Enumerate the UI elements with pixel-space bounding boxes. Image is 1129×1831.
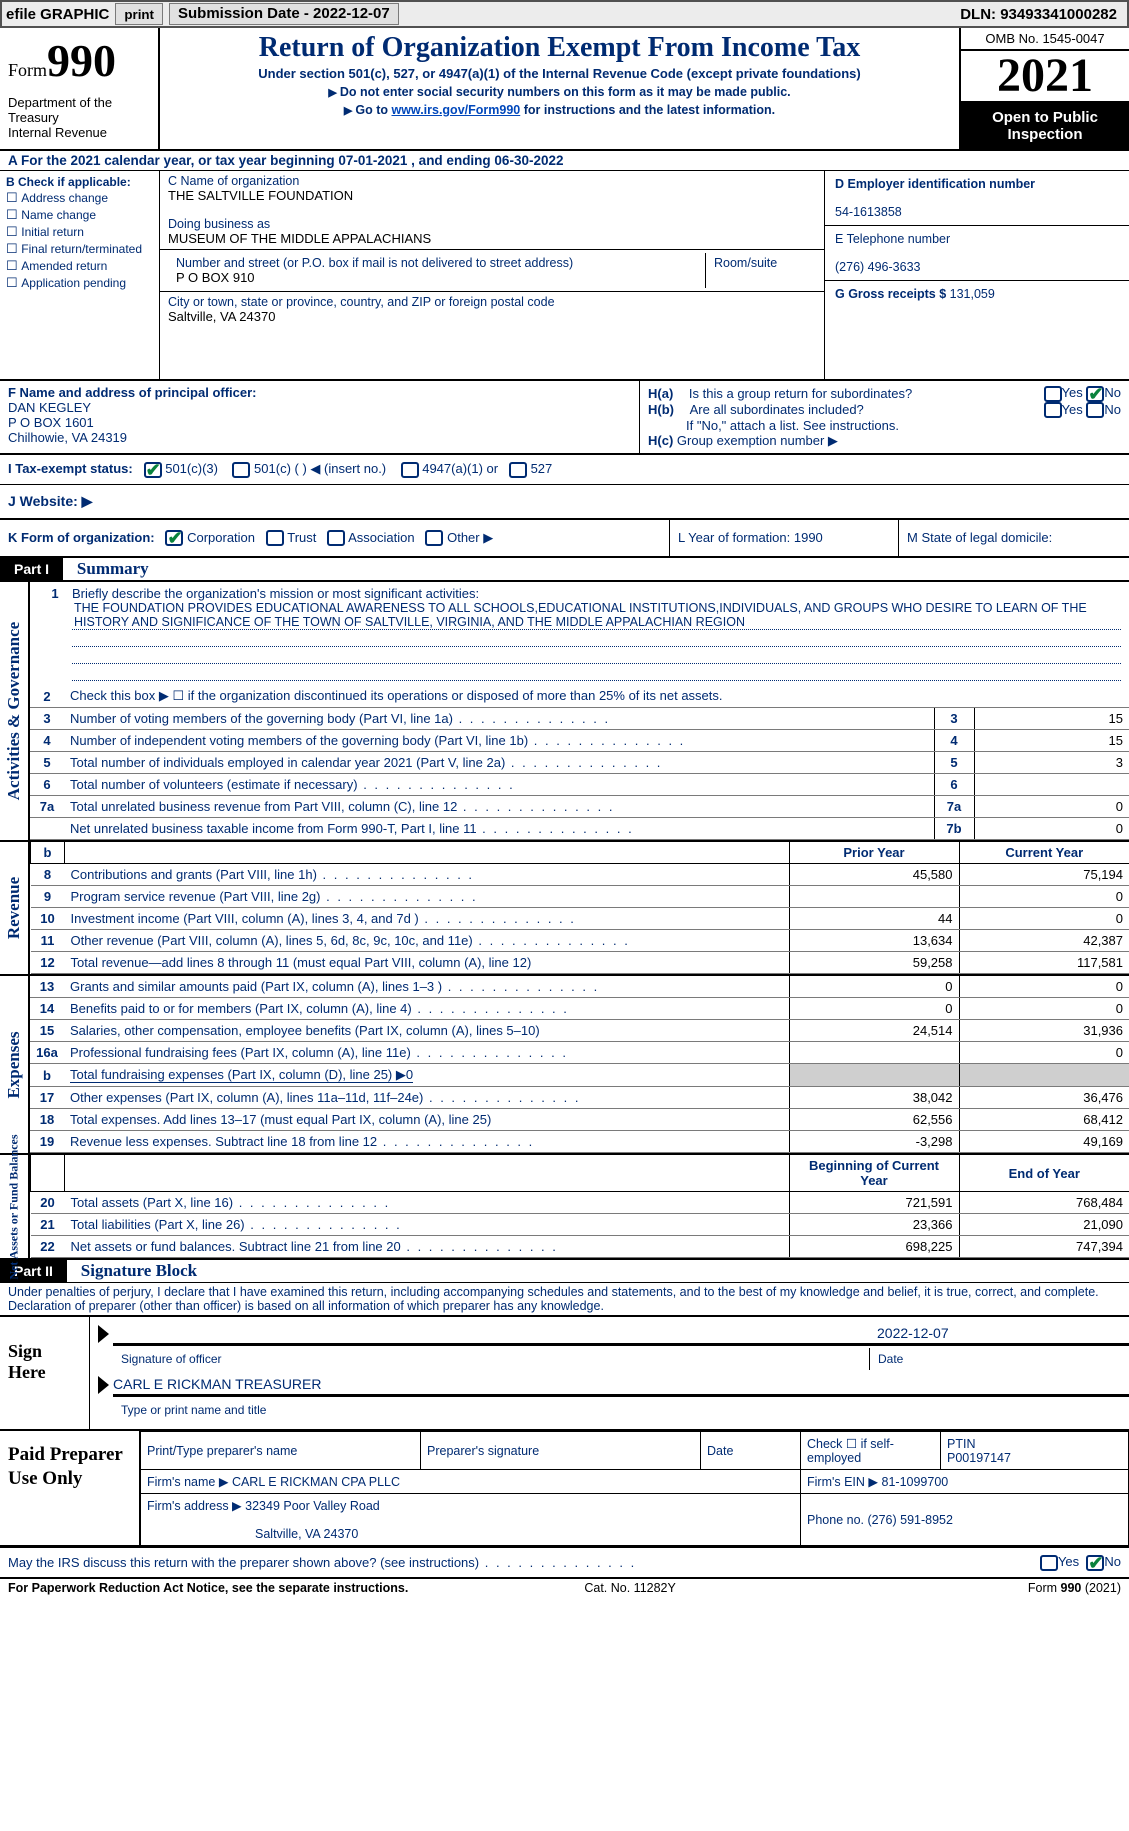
form-subtitle: Under section 501(c), 527, or 4947(a)(1)… bbox=[170, 66, 949, 81]
dln: DLN: 93493341000282 bbox=[960, 6, 1123, 23]
may-no[interactable] bbox=[1086, 1555, 1104, 1571]
section-fh: F Name and address of principal officer:… bbox=[0, 381, 1129, 455]
cb-address-change[interactable]: Address change bbox=[6, 190, 153, 206]
hb-yes[interactable] bbox=[1044, 402, 1062, 418]
ssn-note: Do not enter social security numbers on … bbox=[170, 85, 949, 99]
part2-header: Part II Signature Block bbox=[0, 1260, 1129, 1283]
cb-assoc[interactable] bbox=[327, 530, 345, 546]
cb-final-return[interactable]: Final return/terminated bbox=[6, 241, 153, 257]
print-button[interactable]: print bbox=[115, 3, 163, 25]
firm-phone: (276) 591-8952 bbox=[867, 1513, 952, 1527]
state-domicile: M State of legal domicile: bbox=[899, 520, 1129, 557]
col-de: D Employer identification number 54-1613… bbox=[824, 171, 1129, 379]
triangle-icon bbox=[98, 1376, 109, 1394]
org-name: THE SALTVILLE FOUNDATION bbox=[168, 188, 816, 203]
triangle-icon bbox=[98, 1325, 109, 1343]
tax-year: 2021 bbox=[961, 51, 1129, 103]
section-revenue: Revenue bPrior YearCurrent Year 8Contrib… bbox=[0, 842, 1129, 976]
sig-date: 2022-12-07 bbox=[869, 1325, 1129, 1341]
street-address: P O BOX 910 bbox=[176, 270, 697, 285]
form-number: 990 bbox=[47, 35, 116, 86]
officer-name: DAN KEGLEY bbox=[8, 400, 91, 415]
perjury-statement: Under penalties of perjury, I declare th… bbox=[0, 1283, 1129, 1315]
city-state-zip: Saltville, VA 24370 bbox=[168, 309, 816, 324]
row-klm: K Form of organization: Corporation Trus… bbox=[0, 520, 1129, 559]
row-j-website: J Website: ▶ bbox=[0, 485, 1129, 520]
cb-trust[interactable] bbox=[266, 530, 284, 546]
cb-501c[interactable] bbox=[232, 462, 250, 478]
cb-name-change[interactable]: Name change bbox=[6, 207, 153, 223]
officer-name-title: CARL E RICKMAN TREASURER bbox=[113, 1376, 1129, 1392]
firm-ein: 81-1099700 bbox=[882, 1475, 949, 1489]
ptin: P00197147 bbox=[947, 1451, 1011, 1465]
omb-number: OMB No. 1545-0047 bbox=[961, 28, 1129, 51]
mission-text: THE FOUNDATION PROVIDES EDUCATIONAL AWAR… bbox=[72, 601, 1121, 630]
efile-label: efile GRAPHIC bbox=[6, 6, 109, 23]
may-discuss-row: May the IRS discuss this return with the… bbox=[0, 1547, 1129, 1579]
row-i-taxstatus: I Tax-exempt status: 501(c)(3) 501(c) ( … bbox=[0, 455, 1129, 485]
col-c-orginfo: C Name of organization THE SALTVILLE FOU… bbox=[160, 171, 824, 379]
cb-4947[interactable] bbox=[401, 462, 419, 478]
ha-no[interactable] bbox=[1086, 386, 1104, 402]
part1-header: Part I Summary bbox=[0, 558, 1129, 582]
section-bcde: B Check if applicable: Address change Na… bbox=[0, 171, 1129, 381]
open-public: Open to Public Inspection bbox=[961, 103, 1129, 149]
cb-amended[interactable]: Amended return bbox=[6, 258, 153, 274]
irs-link[interactable]: www.irs.gov/Form990 bbox=[391, 103, 520, 117]
cb-527[interactable] bbox=[509, 462, 527, 478]
cb-initial-return[interactable]: Initial return bbox=[6, 224, 153, 240]
ein: 54-1613858 bbox=[835, 205, 902, 219]
cb-other[interactable] bbox=[425, 530, 443, 546]
telephone: (276) 496-3633 bbox=[835, 260, 920, 274]
goto-note: Go to www.irs.gov/Form990 for instructio… bbox=[170, 103, 949, 117]
ha-yes[interactable] bbox=[1044, 386, 1062, 402]
section-netassets: Net Assets or Fund Balances Beginning of… bbox=[0, 1155, 1129, 1260]
firm-name: CARL E RICKMAN CPA PLLC bbox=[232, 1475, 400, 1489]
top-toolbar: efile GRAPHIC print Submission Date - 20… bbox=[0, 0, 1129, 28]
form-header: Form990 Department of the Treasury Inter… bbox=[0, 28, 1129, 151]
cb-corp[interactable] bbox=[165, 530, 183, 546]
gross-receipts: 131,059 bbox=[950, 287, 995, 301]
submission-date: Submission Date - 2022-12-07 bbox=[169, 3, 399, 25]
cb-app-pending[interactable]: Application pending bbox=[6, 275, 153, 291]
hb-no[interactable] bbox=[1086, 402, 1104, 418]
year-formation: L Year of formation: 1990 bbox=[669, 520, 899, 557]
sign-here-block: Sign Here 2022-12-07 Signature of office… bbox=[0, 1315, 1129, 1431]
form-label: Form bbox=[8, 60, 47, 80]
dba-name: MUSEUM OF THE MIDDLE APPALACHIANS bbox=[168, 231, 816, 246]
section-expenses: Expenses 13Grants and similar amounts pa… bbox=[0, 976, 1129, 1155]
cb-501c3[interactable] bbox=[144, 462, 162, 478]
col-b-checkboxes: B Check if applicable: Address change Na… bbox=[0, 171, 160, 379]
row-a-calendar: A For the 2021 calendar year, or tax yea… bbox=[0, 151, 1129, 171]
page-footer: For Paperwork Reduction Act Notice, see … bbox=[0, 1579, 1129, 1597]
may-yes[interactable] bbox=[1040, 1555, 1058, 1571]
section-activities-governance: Activities & Governance 1 Briefly descri… bbox=[0, 582, 1129, 842]
paid-preparer-block: Paid Preparer Use Only Print/Type prepar… bbox=[0, 1431, 1129, 1547]
form-title: Return of Organization Exempt From Incom… bbox=[170, 32, 949, 64]
dept-treasury: Department of the Treasury Internal Reve… bbox=[8, 95, 152, 140]
